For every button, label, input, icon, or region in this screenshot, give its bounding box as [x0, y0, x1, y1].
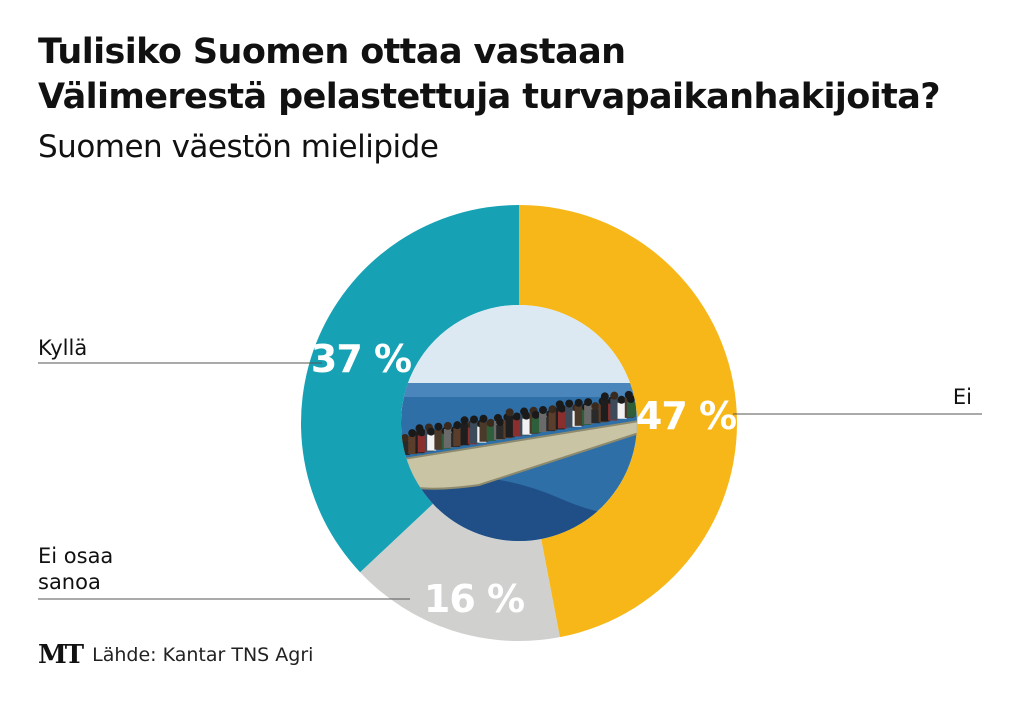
chart-title: Tulisiko Suomen ottaa vastaan Välimerest… [38, 30, 941, 120]
chart-title-line-2: Välimerestä pelastettuja turvapaikanhaki… [38, 77, 941, 117]
slice-ei [519, 205, 737, 638]
donut-slices [301, 205, 737, 641]
category-label-ei-osaa-sanoa: Ei osaa sanoa [38, 544, 113, 594]
chart-title-line-1: Tulisiko Suomen ottaa vastaan [38, 32, 626, 72]
value-label-ei-osaa-sanoa: 16 % [424, 577, 524, 621]
slice-ei-osaa-sanoa [360, 503, 560, 641]
source-text: Lähde: Kantar TNS Agri [92, 644, 314, 666]
category-label-ei: Ei [953, 385, 972, 409]
slice-kylla [301, 205, 519, 573]
value-label-kylla: 37 % [311, 337, 411, 381]
category-label-kylla: Kyllä [38, 336, 87, 360]
value-label-ei: 47 % [636, 394, 736, 438]
source-line: MT Lähde: Kantar TNS Agri [38, 640, 313, 670]
chart-subtitle: Suomen väestön mielipide [38, 129, 439, 165]
mt-logo: MT [38, 640, 84, 670]
slice-labels: Ei 47 % Ei osaa sanoa 16 % Kyllä 37 % [38, 336, 982, 621]
